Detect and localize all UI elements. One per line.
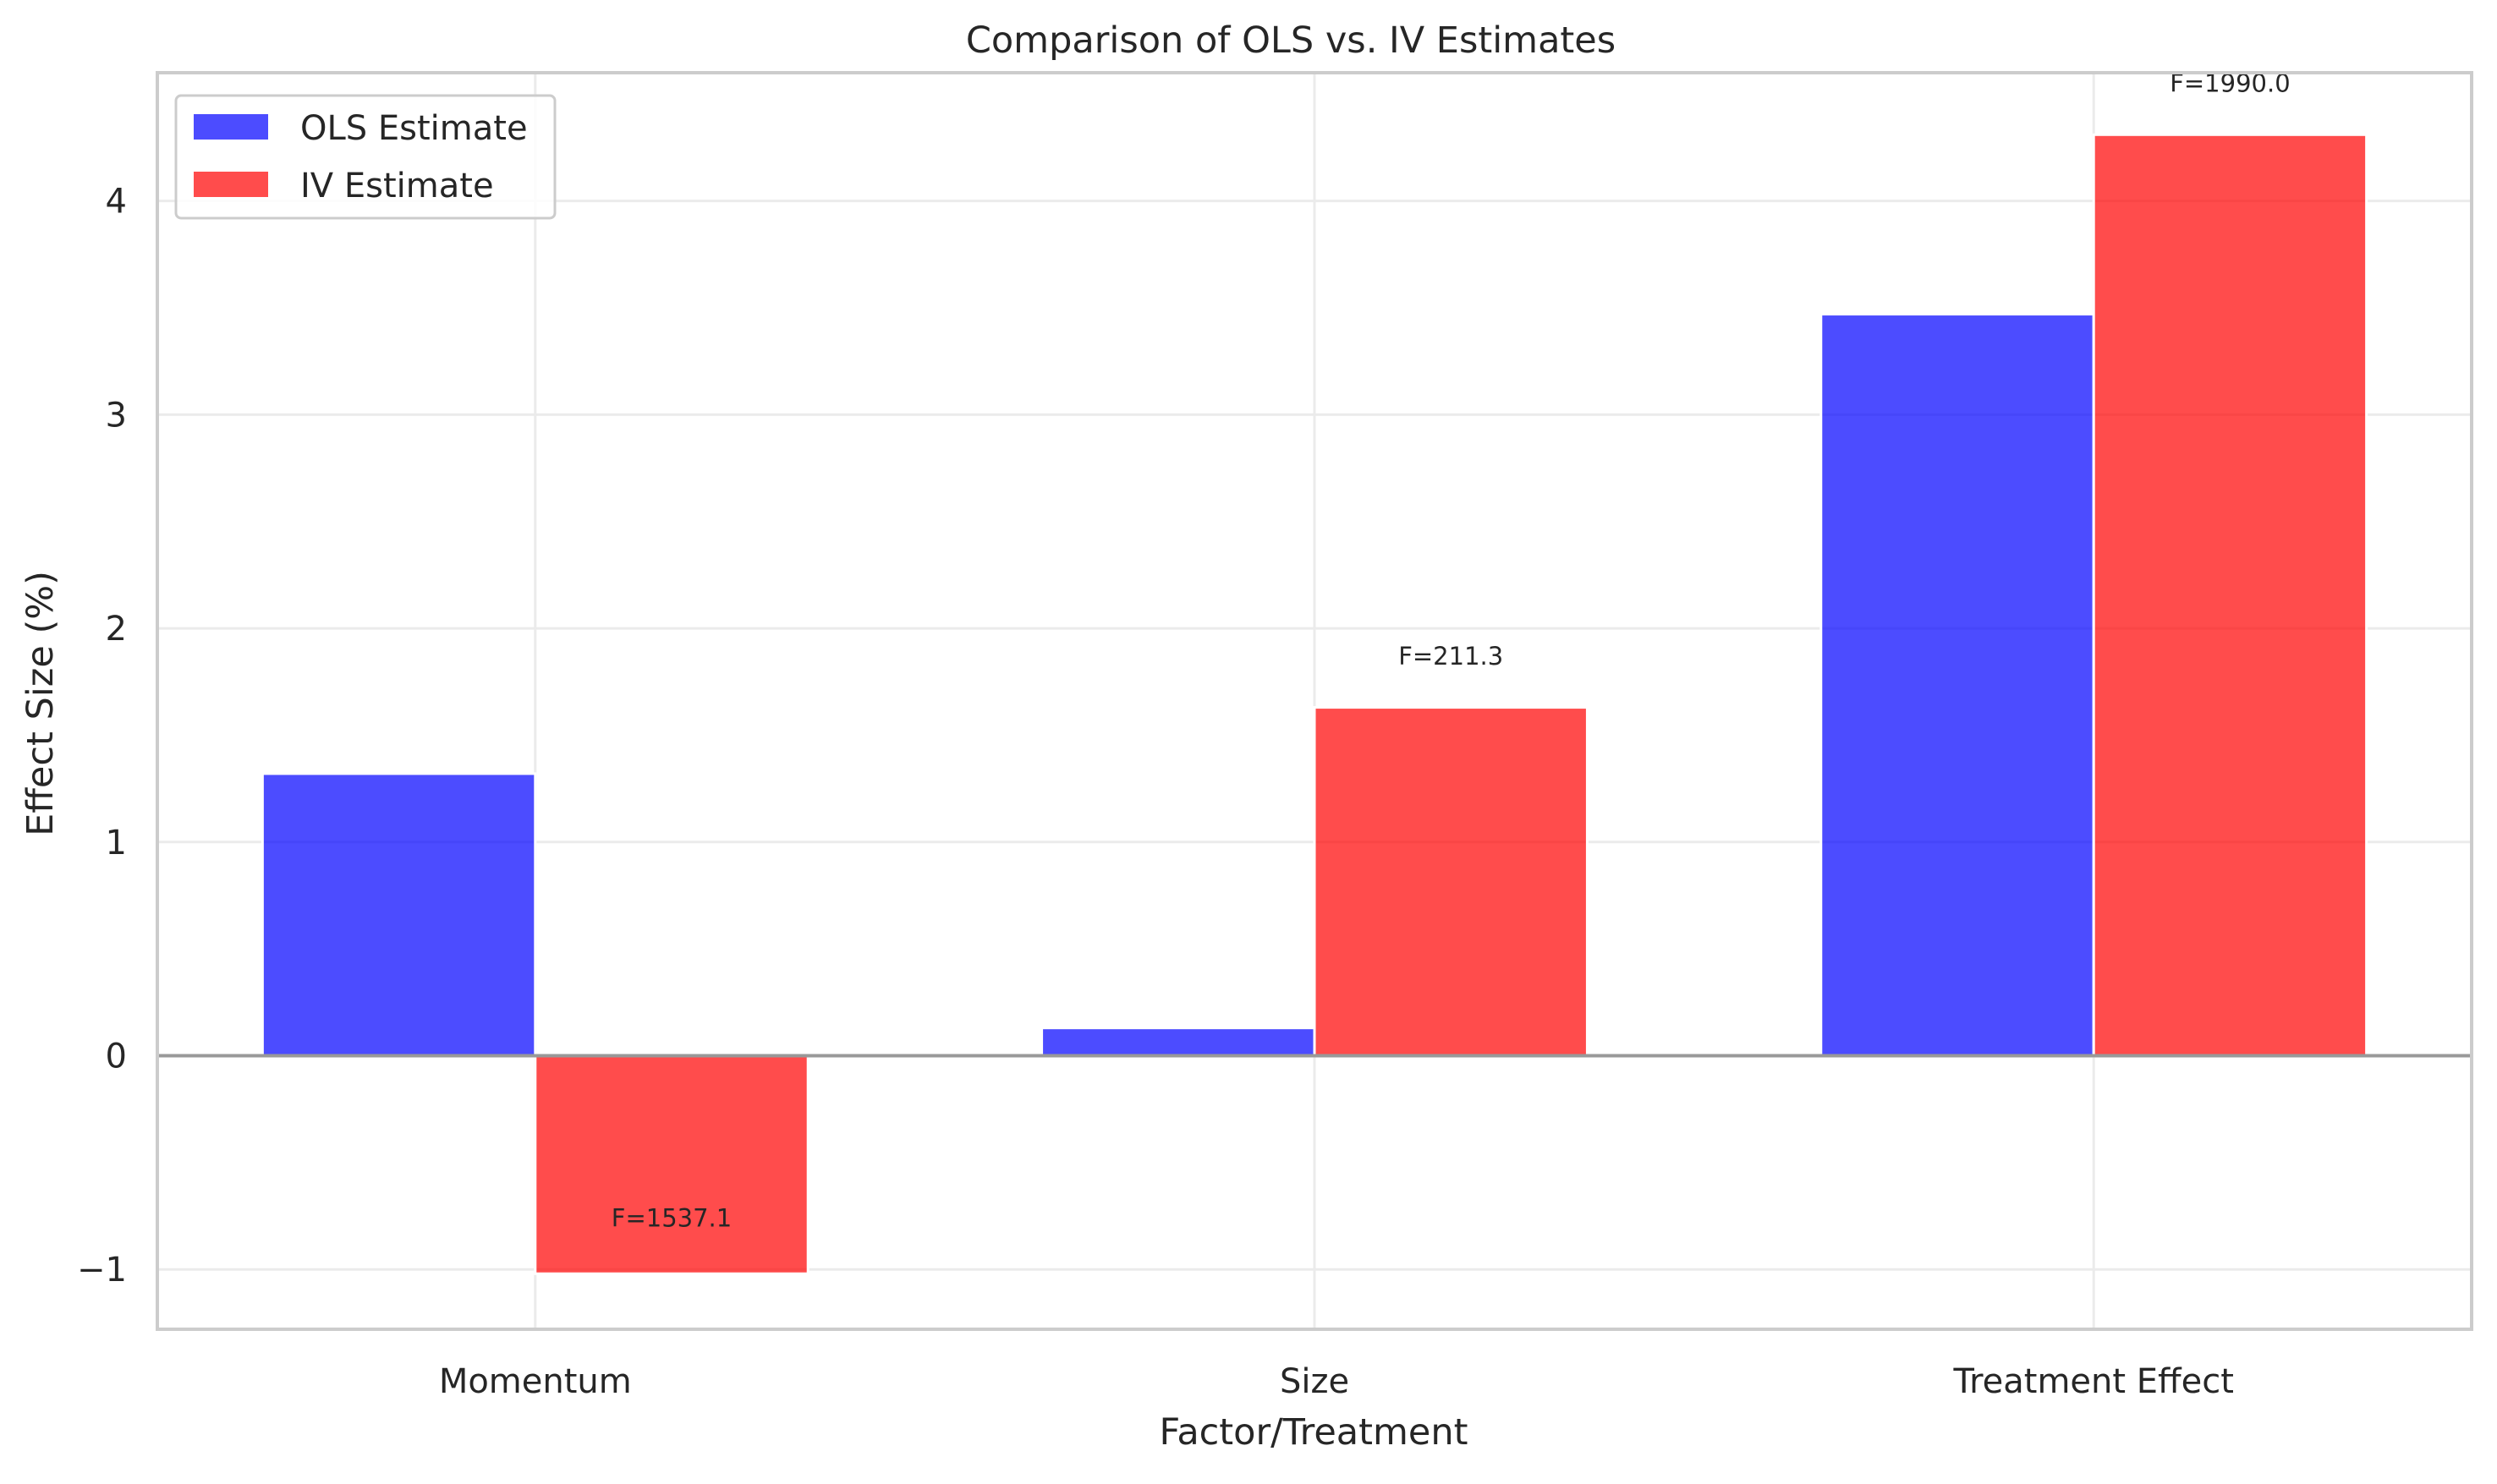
legend: OLS Estimate IV Estimate [174, 94, 557, 220]
x-tick-labels: Momentum Size Treatment Effect [439, 1362, 2234, 1401]
y-tick-label: −1 [77, 1251, 127, 1290]
annotation-label: F=1537.1 [612, 1204, 732, 1233]
chart-title: Comparison of OLS vs. IV Estimates [966, 19, 1616, 62]
y-axis-label: Effect Size (%) [19, 571, 62, 836]
y-tick-label: 3 [106, 396, 127, 435]
y-tick-labels: −1 0 1 2 3 4 [77, 183, 127, 1290]
bar-ols-treatment-effect [1819, 313, 2095, 1058]
bar-iv-momentum [534, 1054, 809, 1275]
legend-label-ols: OLS Estimate [300, 109, 528, 148]
bar-iv-size [1313, 706, 1589, 1058]
legend-swatch-iv [194, 172, 268, 197]
bar-iv-treatment-effect [2092, 133, 2368, 1058]
bar-ols-momentum [261, 772, 537, 1058]
y-tick-label: 2 [106, 610, 127, 649]
y-tick-label: 1 [106, 824, 127, 862]
annotation-label: F=211.3 [1398, 642, 1503, 671]
bars [261, 133, 2368, 1275]
legend-swatch-ols [194, 114, 268, 140]
x-tick-label: Treatment Effect [1953, 1362, 2234, 1401]
legend-label-iv: IV Estimate [300, 167, 494, 205]
x-tick-label: Size [1280, 1362, 1349, 1401]
bar-ols-size [1040, 1027, 1316, 1058]
legend-frame [174, 94, 557, 220]
plot-frame [156, 71, 2473, 1331]
x-axis-label: Factor/Treatment [1160, 1411, 1468, 1454]
y-tick-label: 0 [106, 1038, 127, 1076]
x-tick-label: Momentum [439, 1362, 632, 1401]
y-tick-label: 4 [106, 183, 127, 222]
